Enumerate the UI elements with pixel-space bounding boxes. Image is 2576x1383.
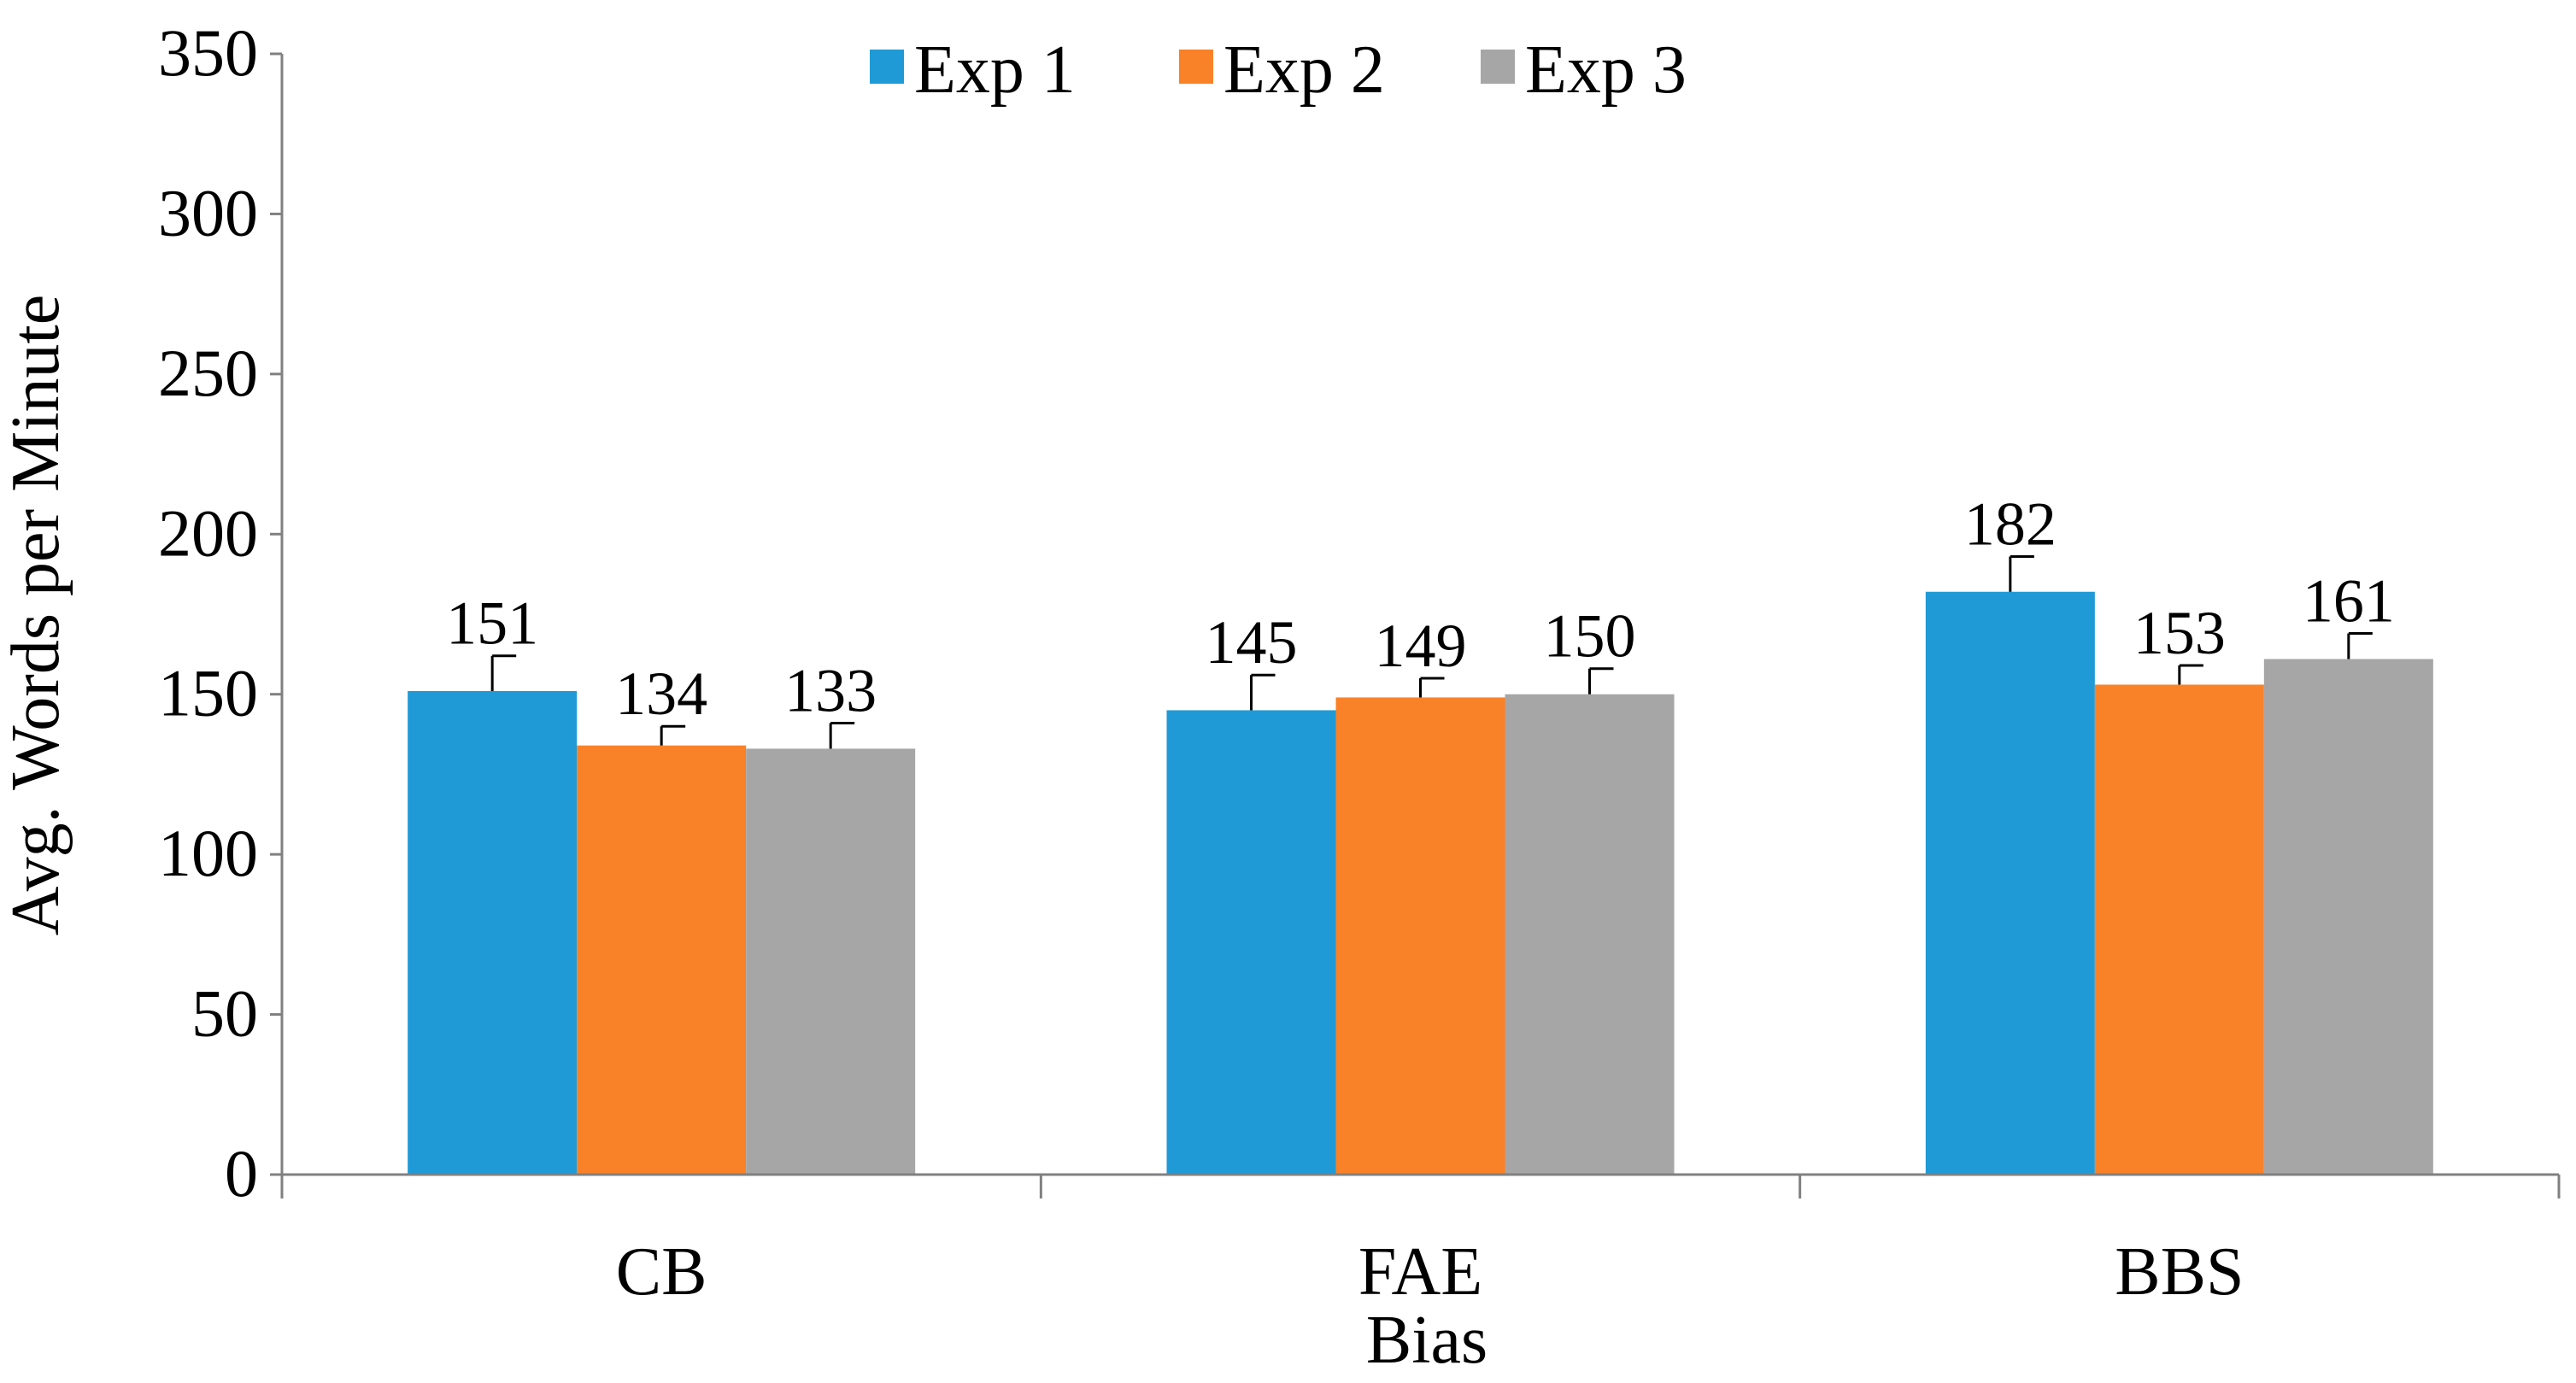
y-tick-label-300: 300 <box>158 175 258 249</box>
x-tick-label-fae: FAE <box>1358 1234 1482 1310</box>
y-tick-label-100: 100 <box>158 816 258 890</box>
legend-label-exp-2: Exp 2 <box>1223 32 1385 108</box>
bar-fae-exp-1 <box>1166 710 1336 1175</box>
data-label-cb-exp-1: 151 <box>446 589 538 658</box>
y-tick-label-0: 0 <box>225 1136 258 1210</box>
x-tick-label-cb: CB <box>616 1234 707 1310</box>
bars-layer <box>408 591 2433 1175</box>
axes-layer: 0 50 100 150 200 250 300 350 CB FAE BBS <box>158 15 2561 1310</box>
y-tick-label-350: 350 <box>158 15 258 90</box>
bar-cb-exp-2 <box>577 745 747 1175</box>
data-labels-layer: 151 134 133 145 149 150 182 153 161 <box>446 490 2395 729</box>
data-label-cb-exp-2: 134 <box>615 659 707 728</box>
bar-cb-exp-1 <box>408 690 578 1175</box>
legend-label-exp-1: Exp 1 <box>914 32 1076 108</box>
legend: Exp 1 Exp 2 Exp 3 <box>870 32 1687 108</box>
y-axis-title: Avg. Words per Minute <box>0 295 73 936</box>
bar-fae-exp-2 <box>1335 697 1505 1175</box>
bar-bbs-exp-1 <box>1925 591 2095 1175</box>
legend-swatch-exp-3 <box>1481 50 1515 84</box>
data-label-fae-exp-2: 149 <box>1375 612 1467 680</box>
bar-cb-exp-3 <box>746 748 916 1175</box>
legend-label-exp-3: Exp 3 <box>1525 32 1687 108</box>
x-tick-label-bbs: BBS <box>2115 1234 2244 1310</box>
y-tick-label-200: 200 <box>158 495 258 570</box>
y-tick-label-150: 150 <box>158 656 258 730</box>
data-label-bbs-exp-3: 161 <box>2303 566 2395 635</box>
bar-bbs-exp-3 <box>2263 659 2433 1175</box>
x-axis-title: Bias <box>1366 1303 1488 1378</box>
data-label-cb-exp-3: 133 <box>784 656 877 724</box>
data-label-bbs-exp-1: 182 <box>1964 490 2057 559</box>
y-tick-label-50: 50 <box>191 976 258 1051</box>
bar-fae-exp-3 <box>1505 694 1675 1175</box>
data-label-bbs-exp-2: 153 <box>2133 599 2226 667</box>
data-label-fae-exp-1: 145 <box>1206 608 1298 677</box>
y-tick-label-250: 250 <box>158 336 258 410</box>
legend-swatch-exp-2 <box>1179 50 1213 84</box>
bar-bbs-exp-2 <box>2094 684 2264 1175</box>
data-label-fae-exp-3: 150 <box>1544 602 1636 671</box>
legend-swatch-exp-1 <box>870 50 904 84</box>
error-bars-layer <box>490 555 2373 749</box>
